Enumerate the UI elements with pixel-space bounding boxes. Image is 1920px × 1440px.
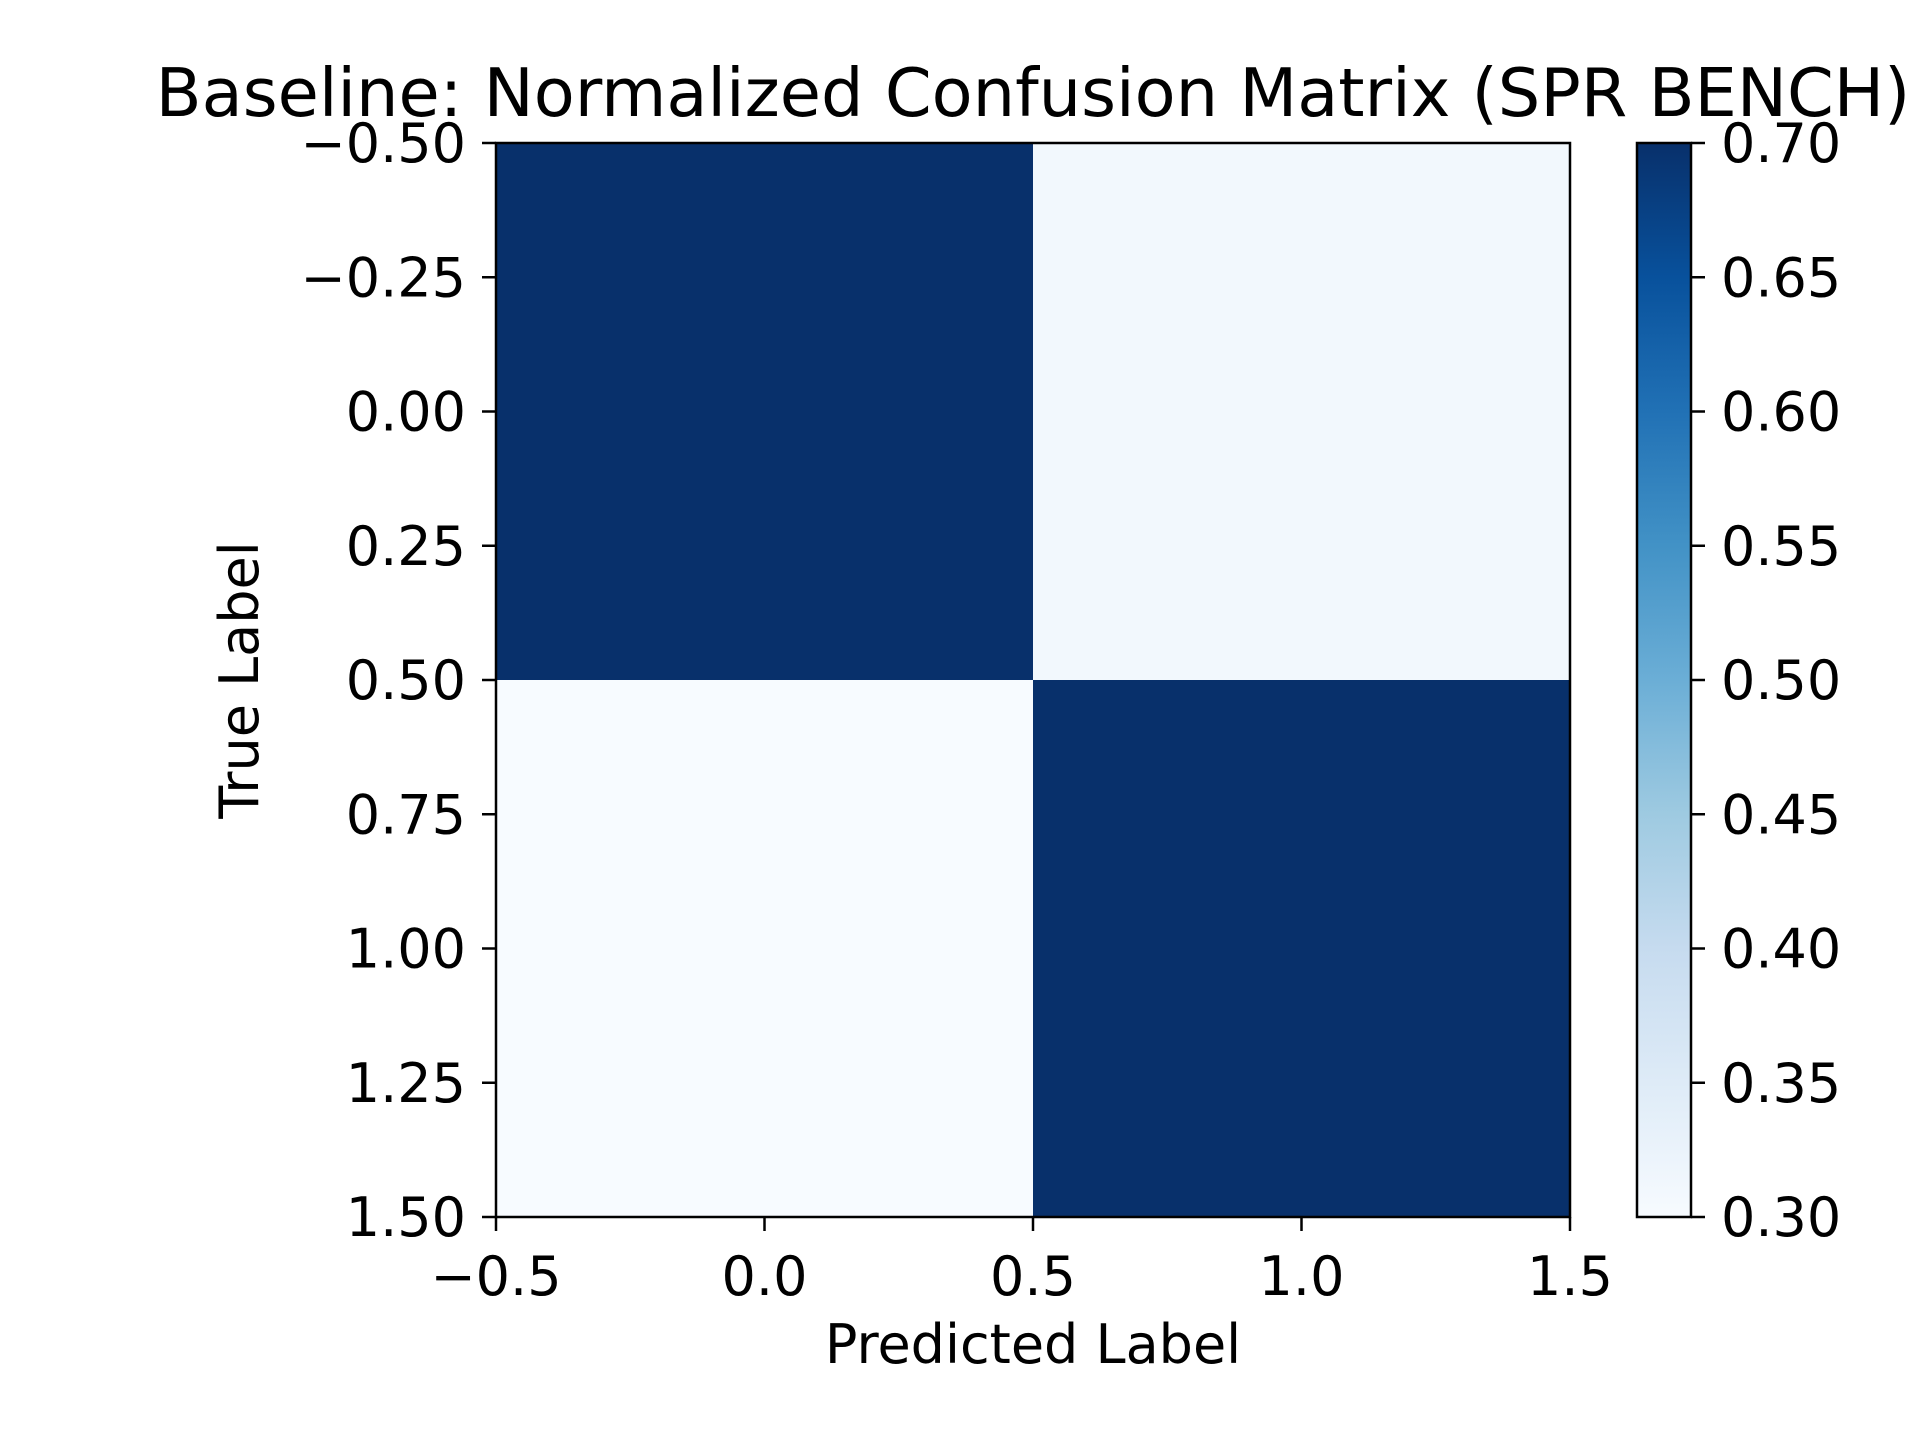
x-tick-label: 0.0 (722, 1245, 808, 1308)
colorbar-tick-label: 0.35 (1721, 1052, 1841, 1115)
colorbar-tick-label: 0.60 (1721, 381, 1841, 444)
y-tick-label: 0.25 (346, 515, 466, 578)
y-tick-label: −0.50 (301, 112, 466, 175)
colorbar-tick-label: 0.50 (1721, 649, 1841, 712)
heatmap-cell-0-0 (496, 143, 1033, 680)
x-tick-label: 0.5 (990, 1245, 1076, 1308)
colorbar-tick-label: 0.55 (1721, 515, 1841, 578)
chart-title: Baseline: Normalized Confusion Matrix (S… (156, 54, 1911, 132)
y-tick-label: 1.25 (346, 1052, 466, 1115)
colorbar-axis: 0.30 0.35 0.40 0.45 0.50 0.55 0.60 0.65 0.70 (1691, 112, 1841, 1249)
y-tick-label: 0.75 (346, 783, 466, 846)
x-tick-label: 1.5 (1527, 1245, 1613, 1308)
heatmap-cell-1-0 (496, 680, 1033, 1217)
colorbar (1635, 141, 1693, 1219)
y-tick-label: 1.00 (346, 918, 466, 981)
y-tick-label: 1.50 (346, 1186, 466, 1249)
colorbar-tick-label: 0.40 (1721, 918, 1841, 981)
y-axis: −0.50 −0.25 0.00 0.25 0.50 0.75 1.00 1.25 1.50 (301, 112, 496, 1249)
y-tick-label: 0.00 (346, 381, 466, 444)
x-tick-label: 1.0 (1259, 1245, 1345, 1308)
heatmap-cell-1-1 (1033, 680, 1570, 1217)
y-tick-label: −0.25 (301, 246, 466, 309)
x-axis-label: Predicted Label (825, 1313, 1241, 1376)
heatmap-cell-0-1 (1033, 143, 1570, 680)
colorbar-tick-label: 0.65 (1721, 246, 1841, 309)
colorbar-tick-label: 0.30 (1721, 1186, 1841, 1249)
y-tick-label: 0.50 (346, 649, 466, 712)
heatmap-cells (496, 143, 1570, 1217)
colorbar-tick-label: 0.70 (1721, 112, 1841, 175)
colorbar-tick-label: 0.45 (1721, 783, 1841, 846)
y-axis-label: True Label (208, 541, 271, 820)
x-axis: −0.5 0.0 0.5 1.0 1.5 (430, 1217, 1613, 1308)
x-tick-label: −0.5 (430, 1245, 561, 1308)
